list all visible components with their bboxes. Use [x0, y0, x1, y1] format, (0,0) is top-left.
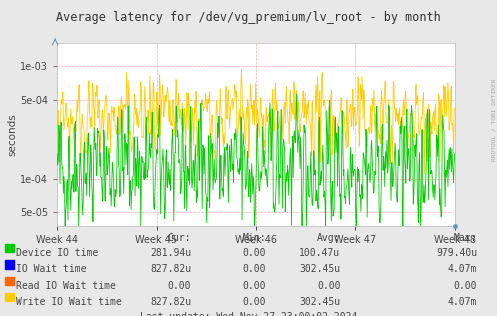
Text: 302.45u: 302.45u: [299, 264, 340, 274]
Text: Cur:: Cur:: [168, 233, 191, 243]
Text: Average latency for /dev/vg_premium/lv_root - by month: Average latency for /dev/vg_premium/lv_r…: [56, 11, 441, 24]
Text: Min:: Min:: [243, 233, 266, 243]
Text: 4.07m: 4.07m: [448, 264, 477, 274]
Text: 281.94u: 281.94u: [150, 248, 191, 258]
Text: 0.00: 0.00: [243, 264, 266, 274]
Text: 0.00: 0.00: [243, 281, 266, 291]
Y-axis label: seconds: seconds: [7, 113, 17, 156]
Text: RRDTOOL / TOBI OETIKER: RRDTOOL / TOBI OETIKER: [491, 79, 496, 161]
Text: 979.40u: 979.40u: [436, 248, 477, 258]
Text: Read IO Wait time: Read IO Wait time: [16, 281, 116, 291]
Text: 100.47u: 100.47u: [299, 248, 340, 258]
Text: IO Wait time: IO Wait time: [16, 264, 86, 274]
Text: 4.07m: 4.07m: [448, 297, 477, 307]
Text: Write IO Wait time: Write IO Wait time: [16, 297, 122, 307]
Text: 0.00: 0.00: [168, 281, 191, 291]
Text: Device IO time: Device IO time: [16, 248, 98, 258]
Text: 0.00: 0.00: [243, 248, 266, 258]
Text: 0.00: 0.00: [454, 281, 477, 291]
Text: 827.82u: 827.82u: [150, 264, 191, 274]
Text: 827.82u: 827.82u: [150, 297, 191, 307]
Text: Last update: Wed Nov 27 23:00:02 2024: Last update: Wed Nov 27 23:00:02 2024: [140, 312, 357, 316]
Text: 0.00: 0.00: [243, 297, 266, 307]
Text: Max:: Max:: [454, 233, 477, 243]
Text: 0.00: 0.00: [317, 281, 340, 291]
Text: 302.45u: 302.45u: [299, 297, 340, 307]
Text: Avg:: Avg:: [317, 233, 340, 243]
